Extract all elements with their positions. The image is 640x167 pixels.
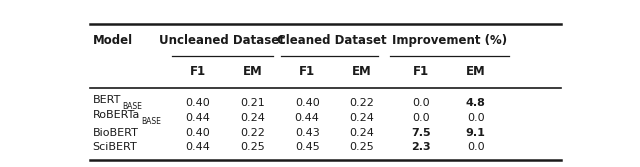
Text: 0.22: 0.22 [240,128,265,138]
Text: 0.24: 0.24 [240,113,265,123]
Text: 4.8: 4.8 [466,98,486,108]
Text: 0.22: 0.22 [349,98,374,108]
Text: 7.5: 7.5 [412,128,431,138]
Text: RoBERTa: RoBERTa [92,110,140,120]
Text: 0.40: 0.40 [186,98,211,108]
Text: 0.44: 0.44 [186,113,211,123]
Text: BioBERT: BioBERT [92,128,138,138]
Text: 2.3: 2.3 [412,142,431,152]
Text: 0.21: 0.21 [240,98,265,108]
Text: 0.0: 0.0 [412,98,430,108]
Text: 0.24: 0.24 [349,128,374,138]
Text: 0.0: 0.0 [467,113,484,123]
Text: 0.44: 0.44 [186,142,211,152]
Text: Cleaned Dataset: Cleaned Dataset [277,34,387,47]
Text: 0.24: 0.24 [349,113,374,123]
Text: 0.25: 0.25 [349,142,374,152]
Text: 0.0: 0.0 [467,142,484,152]
Text: 0.45: 0.45 [295,142,319,152]
Text: 0.43: 0.43 [295,128,319,138]
Text: EM: EM [243,65,262,78]
Text: F1: F1 [299,65,316,78]
Text: 0.40: 0.40 [295,98,319,108]
Text: Uncleaned Dataset: Uncleaned Dataset [159,34,285,47]
Text: BASE: BASE [122,102,141,111]
Text: 0.25: 0.25 [240,142,265,152]
Text: F1: F1 [190,65,206,78]
Text: Model: Model [92,34,132,47]
Text: 0.44: 0.44 [295,113,319,123]
Text: SciBERT: SciBERT [92,142,137,152]
Text: 0.0: 0.0 [412,113,430,123]
Text: BERT: BERT [92,95,121,105]
Text: EM: EM [466,65,486,78]
Text: 9.1: 9.1 [466,128,486,138]
Text: 0.40: 0.40 [186,128,211,138]
Text: EM: EM [352,65,372,78]
Text: Improvement (%): Improvement (%) [392,34,507,47]
Text: BASE: BASE [141,117,161,126]
Text: F1: F1 [413,65,429,78]
